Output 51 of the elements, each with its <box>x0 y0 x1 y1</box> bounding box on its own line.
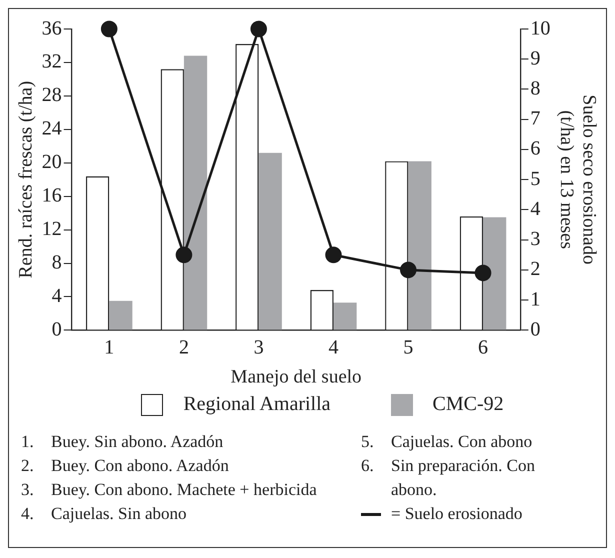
y2-tick-label: 0 <box>530 318 540 340</box>
bar <box>408 161 432 330</box>
x-tick-label: 3 <box>254 336 264 358</box>
y2-tick-label: 2 <box>530 258 540 280</box>
point <box>176 246 192 264</box>
bar <box>333 302 357 330</box>
y-axis-title: Rend. raíces frescas (t/ha) <box>15 80 36 278</box>
text: 3. Buey. Con abono. Machete + herbicida <box>21 479 317 501</box>
y-tick-label: 0 <box>52 318 62 340</box>
text: 4. Cajuelas. Sin abono <box>21 503 187 525</box>
bar <box>483 217 506 330</box>
point <box>250 20 267 38</box>
point <box>100 20 118 38</box>
y2-tick-label: 8 <box>530 77 540 100</box>
y-tick-label: 36 <box>42 17 62 40</box>
y-tick-label: 32 <box>42 50 62 73</box>
y2-tick-label: 5 <box>530 168 540 190</box>
y-tick-label: 28 <box>42 84 62 106</box>
y2-axis-title: Suelo seco erosionado (t/ha) en 13 meses <box>556 94 600 265</box>
text: 6. Sin preparación. Con abono. <box>361 455 536 501</box>
y2-tick-label: 9 <box>530 47 540 70</box>
y-tick-label: 12 <box>42 218 62 240</box>
x-tick-label: 2 <box>178 336 189 358</box>
point <box>474 264 492 282</box>
x-tick-label: 4 <box>328 336 338 358</box>
text: 1. Buey. Sin abono. Azadón <box>21 431 224 453</box>
point <box>325 246 342 264</box>
y2-tick-label: 6 <box>530 138 540 160</box>
y-tick-label: 20 <box>42 151 62 174</box>
y-tick-label: 8 <box>52 252 62 274</box>
y2-tick-label: 1 <box>530 288 540 310</box>
x-tick-label: 5 <box>403 336 414 358</box>
x-tick-label: 6 <box>478 336 488 358</box>
y2-tick-label: 7 <box>530 108 540 130</box>
y-tick-label: 24 <box>42 118 62 140</box>
legend-label: = Suelo erosionado <box>391 503 522 525</box>
legend-label: Regional Amarilla <box>183 393 331 416</box>
legend-label: CMC-92 <box>432 393 504 416</box>
x-axis-title: Manejo del suelo <box>230 366 362 388</box>
point <box>400 262 416 278</box>
x-tick-label: 1 <box>104 336 114 358</box>
y-tick-label: 4 <box>52 284 62 307</box>
bar <box>184 56 208 330</box>
text: 5. Cajuelas. Con abono <box>361 431 532 453</box>
bar <box>109 300 132 330</box>
y2-tick-label: 3 <box>530 228 540 250</box>
text: 2. Buey. Con abono. Azadón <box>21 455 229 477</box>
bar <box>258 152 282 330</box>
y-tick-label: 16 <box>42 184 62 207</box>
y2-tick-label: 10 <box>530 17 550 40</box>
y2-tick-label: 4 <box>530 198 540 220</box>
